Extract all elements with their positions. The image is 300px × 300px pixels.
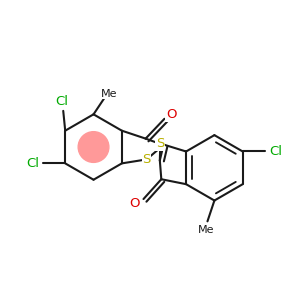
Text: O: O: [166, 108, 177, 121]
Text: Cl: Cl: [269, 145, 282, 158]
Circle shape: [78, 132, 109, 162]
Text: Cl: Cl: [56, 95, 69, 108]
Text: S: S: [156, 137, 164, 150]
Text: Me: Me: [198, 225, 215, 235]
Text: Me: Me: [101, 88, 118, 98]
Text: Cl: Cl: [26, 157, 39, 170]
Text: O: O: [129, 196, 140, 209]
Text: S: S: [142, 153, 151, 166]
